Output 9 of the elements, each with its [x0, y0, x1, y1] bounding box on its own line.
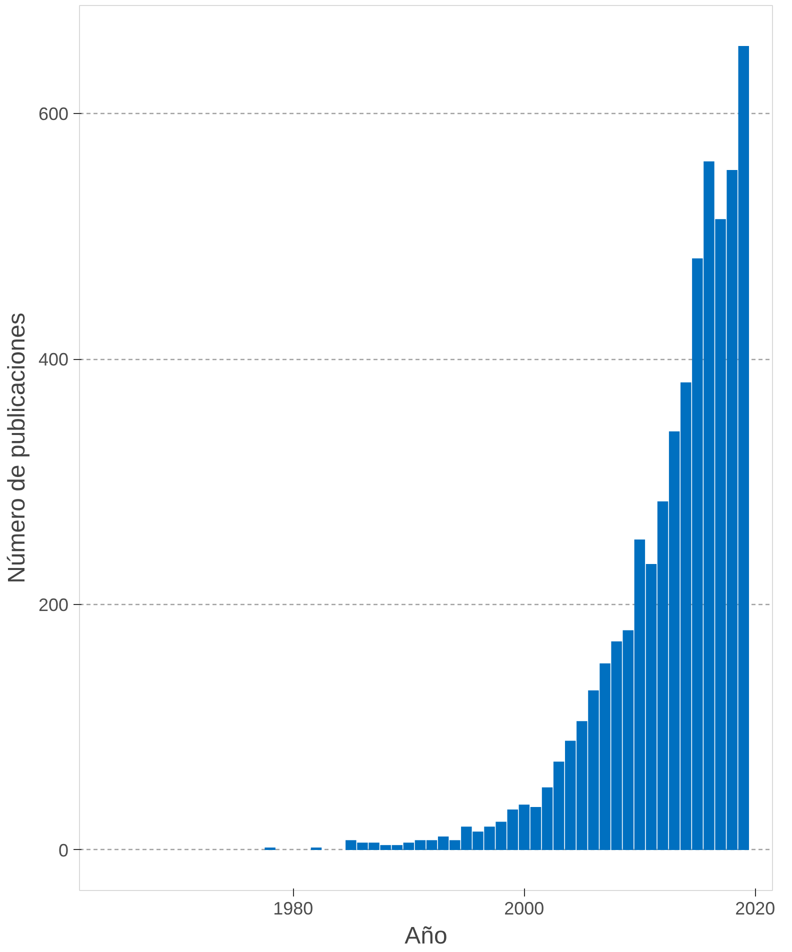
y-tick-label: 600: [38, 104, 69, 124]
y-tick-label: 200: [38, 595, 69, 615]
y-tick-label: 400: [38, 350, 69, 370]
x-tick-label: 1980: [273, 898, 314, 918]
x-tick-label: 2000: [504, 898, 544, 918]
y-tick-label: 0: [58, 840, 69, 860]
x-axis-title: Año: [404, 922, 448, 950]
y-axis-title: Número de publicaciones: [3, 312, 30, 584]
x-tick-label: 2020: [735, 898, 776, 918]
